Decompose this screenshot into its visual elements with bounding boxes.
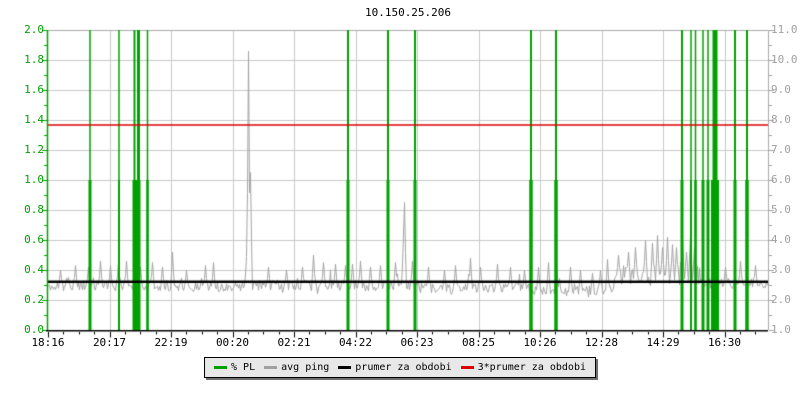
x-axis-tick-label: 08:25 [461, 336, 496, 349]
right-axis-tick-label: 2.0 [771, 293, 791, 306]
x-axis-tick-label: 06:23 [400, 336, 434, 349]
x-axis-tick-label: 20:17 [92, 336, 127, 349]
legend-swatch-icon [460, 366, 474, 369]
left-axis-tick-label: 1.6 [24, 83, 44, 96]
legend-item: % PL [214, 362, 255, 373]
right-axis-tick-label: 4.0 [771, 233, 791, 246]
left-axis-tick-label: 1.0 [24, 173, 44, 186]
left-axis-tick-label: 0.6 [24, 233, 44, 246]
right-axis-tick-label: 10.0 [771, 53, 798, 66]
right-axis-tick-label: 9.0 [771, 83, 791, 96]
left-axis-tick-label: 1.4 [24, 113, 44, 126]
x-axis-tick-label: 12:28 [584, 336, 619, 349]
right-axis-tick-label: 8.0 [771, 113, 791, 126]
graph-plot-area [0, 0, 800, 352]
x-axis-tick-label: 10:26 [523, 336, 557, 349]
legend-item: prumer za obdobi [338, 362, 452, 373]
legend-label: prumer za obdobi [355, 362, 452, 373]
x-axis-tick-label: 02:21 [277, 336, 311, 349]
x-axis-tick-label: 14:29 [646, 336, 680, 349]
x-axis-tick-label: 22:19 [154, 336, 188, 349]
legend-label: 3*prumer za obdobi [477, 362, 586, 373]
legend-item: 3*prumer za obdobi [460, 362, 586, 373]
legend-swatch-icon [338, 366, 352, 369]
right-axis-tick-label: 7.0 [771, 143, 791, 156]
left-axis-tick-label: 0.8 [24, 203, 44, 216]
right-axis-tick-label: 5.0 [771, 203, 791, 216]
left-axis-tick-label: 1.8 [24, 53, 44, 66]
right-axis-tick-label: 6.0 [771, 173, 791, 186]
left-axis-tick-label: 0.4 [24, 263, 44, 276]
x-axis-tick-label: 04:22 [338, 336, 373, 349]
right-axis-tick-label: 11.0 [771, 23, 798, 36]
left-axis-tick-label: 1.2 [24, 143, 44, 156]
x-axis-tick-label: 00:20 [215, 336, 250, 349]
right-axis-tick-label: 3.0 [771, 263, 791, 276]
left-axis-tick-label: 2.0 [24, 23, 44, 36]
legend-item: avg ping [264, 362, 329, 373]
legend-label: avg ping [281, 362, 330, 373]
x-axis-tick-label: 18:16 [31, 336, 65, 349]
legend-swatch-icon [264, 366, 278, 369]
legend-swatch-icon [214, 366, 228, 369]
legend-label: % PL [231, 362, 256, 373]
legend-box: % PL avg ping prumer za obdobi 3*prumer za … [204, 357, 596, 378]
right-axis-tick-label: 1.0 [771, 323, 791, 336]
left-axis-tick-label: 0.2 [24, 293, 44, 306]
left-axis-tick-label: 0.0 [24, 323, 44, 336]
x-axis-tick-label: 16:30 [707, 336, 742, 349]
